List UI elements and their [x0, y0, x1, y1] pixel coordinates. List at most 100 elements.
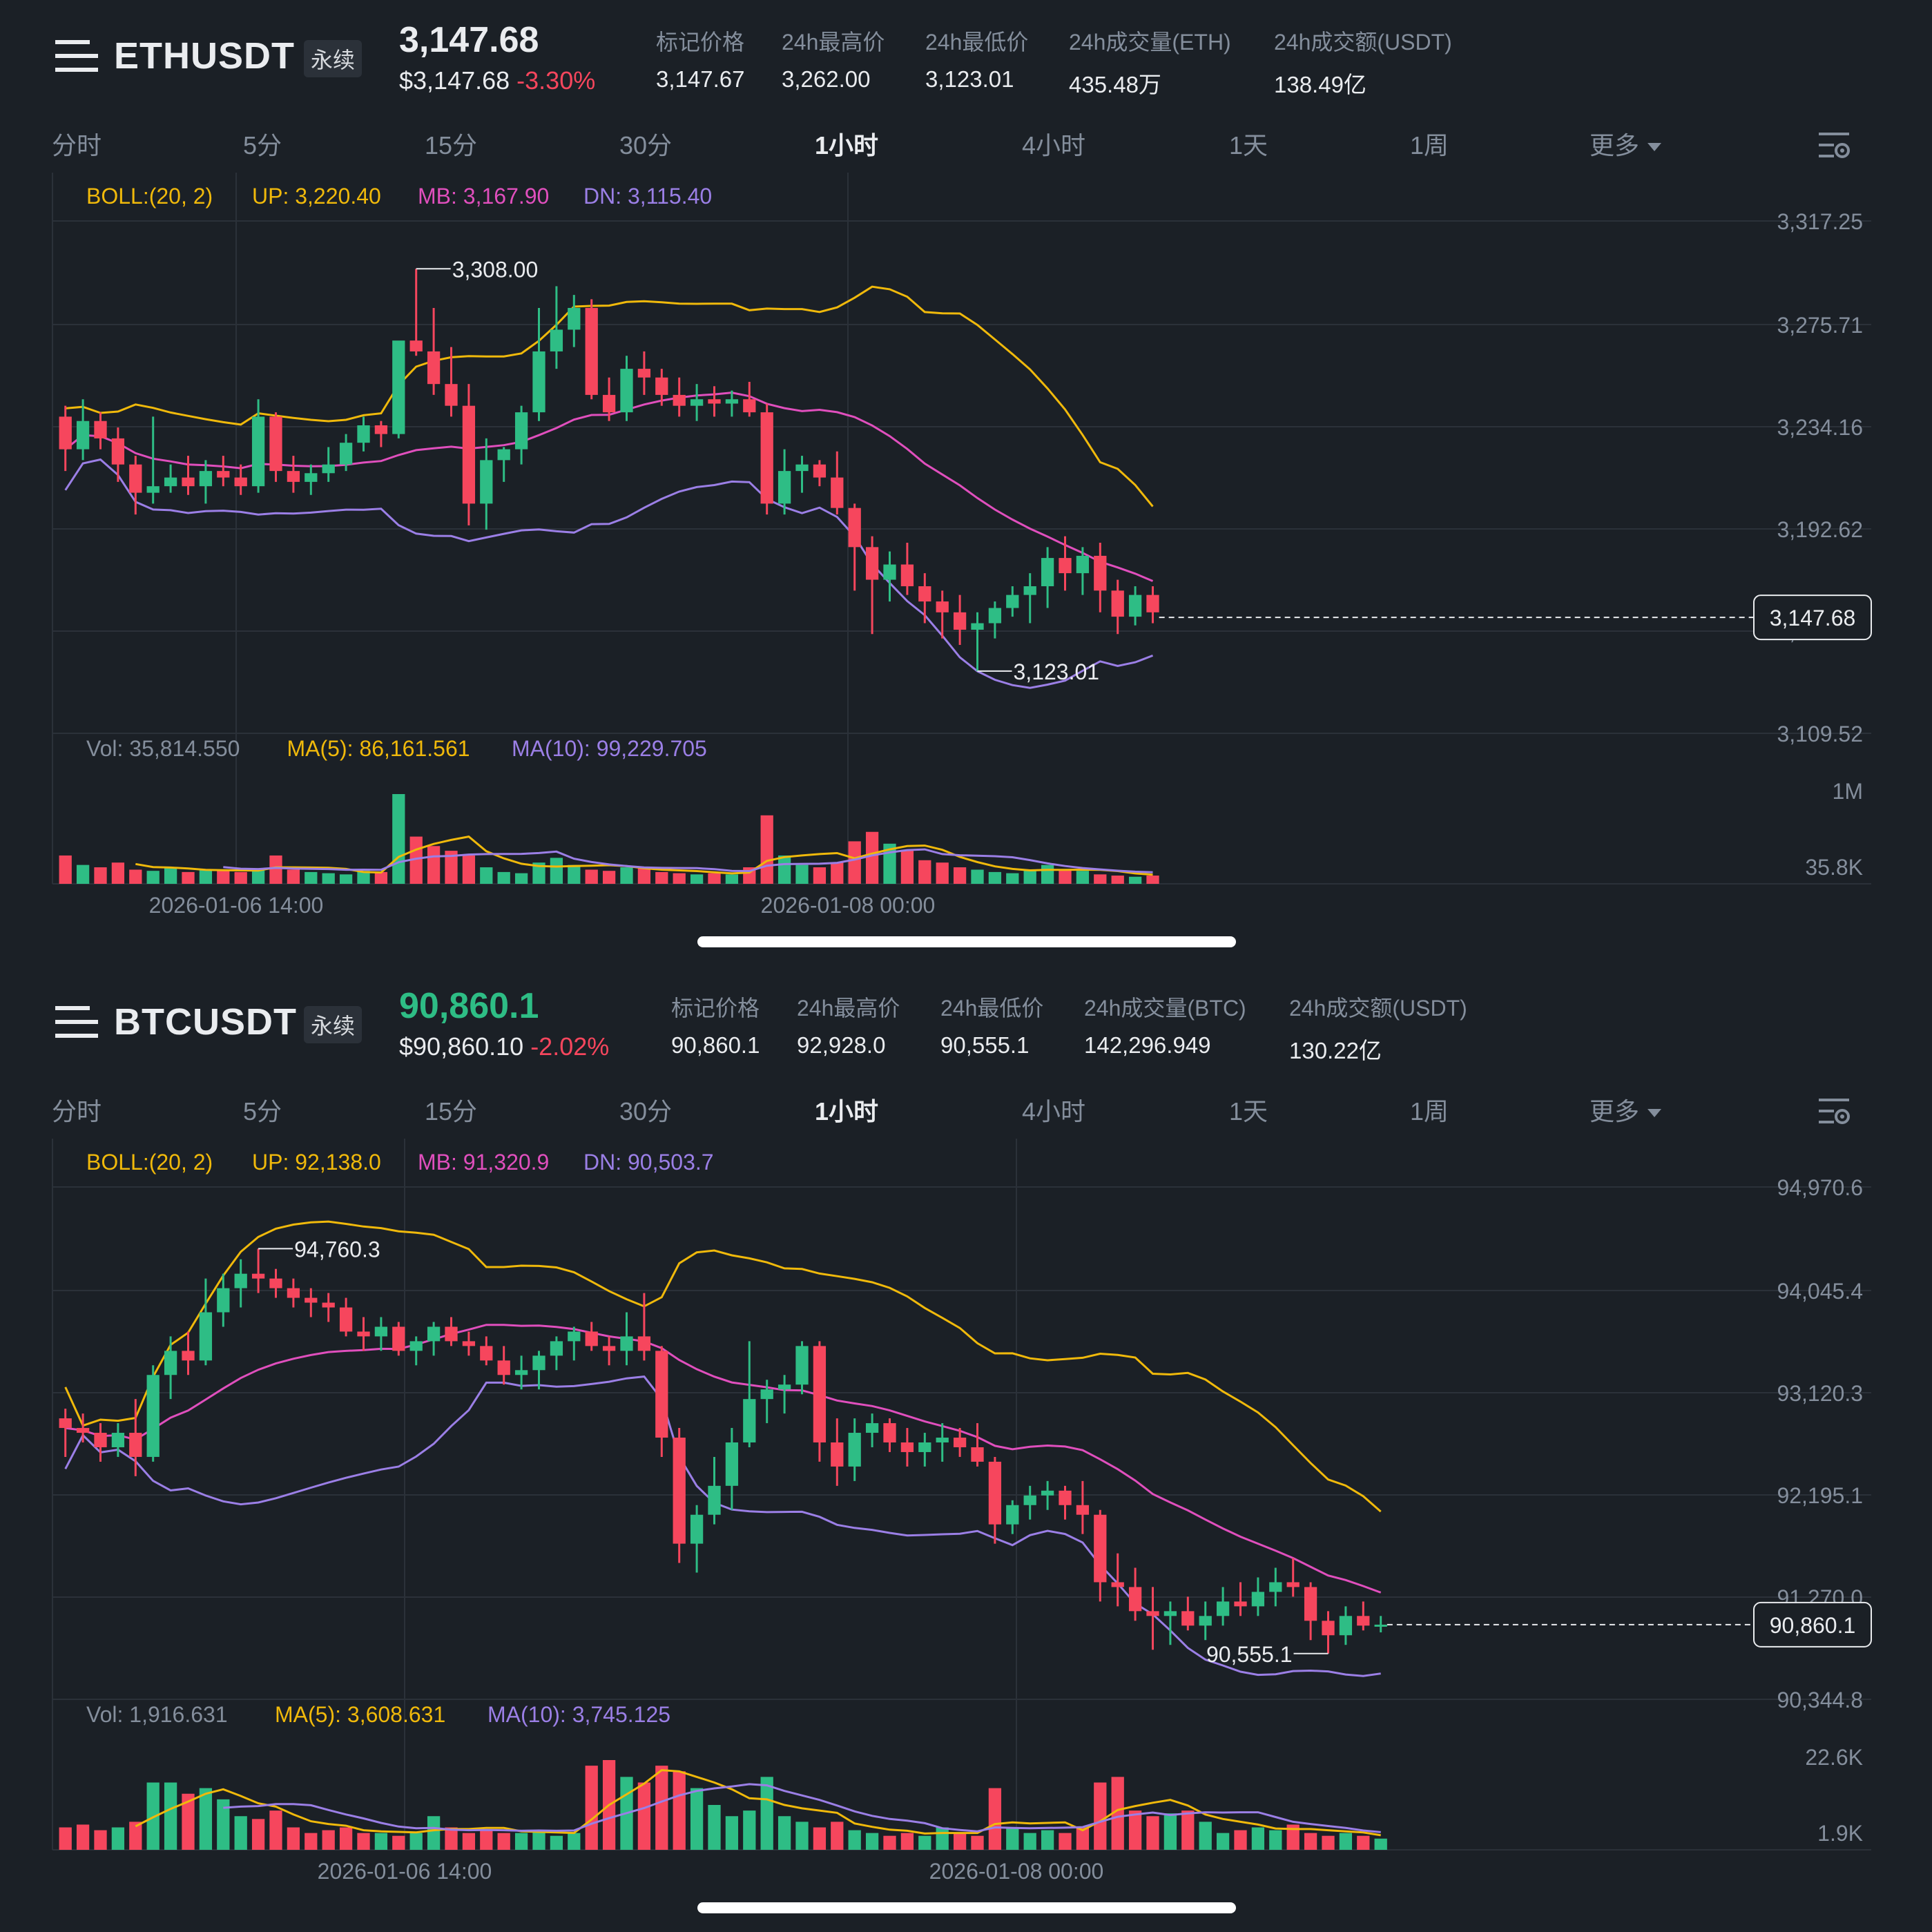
- volume-bar: [445, 851, 458, 884]
- volume-bar: [1146, 1816, 1159, 1850]
- volume-bar: [1006, 873, 1019, 884]
- tab-1d[interactable]: 1天: [1229, 131, 1268, 160]
- tab-time-sharing[interactable]: 分时: [52, 1097, 102, 1126]
- candle-body: [1006, 1505, 1019, 1525]
- volume-bar: [602, 871, 616, 884]
- candle-body: [568, 307, 581, 330]
- symbol-name[interactable]: BTCUSDT: [114, 1001, 297, 1043]
- chart-settings-icon[interactable]: [1817, 1094, 1852, 1129]
- candle-body: [865, 547, 879, 580]
- tab-1h[interactable]: 1小时: [815, 1097, 879, 1126]
- volume-bar: [94, 1830, 107, 1850]
- volume-bar: [1094, 1782, 1107, 1850]
- usd-price: $90,860.10: [399, 1032, 524, 1061]
- candle-body: [305, 1297, 318, 1303]
- candle-body: [602, 394, 616, 413]
- current-price-box: [1753, 595, 1872, 641]
- volume-bar: [374, 871, 388, 884]
- stat-24h-low: 24h最低价 3,123.01: [925, 25, 1028, 93]
- last-price: 3,147.68: [399, 20, 539, 60]
- boll-lower-line: [64, 1375, 1381, 1677]
- candle-body: [217, 1288, 230, 1313]
- tab-15m[interactable]: 15分: [425, 131, 478, 160]
- candle-body: [918, 1442, 931, 1452]
- tab-1w[interactable]: 1周: [1410, 131, 1449, 160]
- candle-body: [1181, 1611, 1195, 1626]
- tab-time-sharing[interactable]: 分时: [52, 131, 102, 160]
- candle-body: [620, 369, 633, 413]
- volume-bar: [1076, 871, 1090, 884]
- contract-tag: 永续: [304, 40, 363, 77]
- volume-bar: [322, 873, 335, 884]
- tab-more[interactable]: 更多: [1590, 1092, 1662, 1128]
- volume-bar: [637, 868, 651, 884]
- candle-body: [59, 416, 72, 450]
- tab-more[interactable]: 更多: [1590, 126, 1662, 162]
- volume-bar: [462, 1833, 476, 1850]
- btc-kline-chart[interactable]: BOLL:(20, 2) UP: 92,138.0 MB: 91,320.9 DN: …: [0, 1139, 1892, 1884]
- volume-bar: [1339, 1833, 1353, 1850]
- candle-body: [287, 1288, 300, 1298]
- volume-bar: [568, 1833, 581, 1850]
- eth-kline-chart[interactable]: BOLL:(20, 2) UP: 3,220.40 MB: 3,167.90 DN: …: [0, 173, 1892, 918]
- volume-bar: [550, 858, 563, 884]
- candle-body: [936, 601, 949, 612]
- volume-bar: [971, 1835, 984, 1850]
- volume-bar: [777, 1816, 791, 1850]
- volume-bar: [690, 1788, 704, 1850]
- volume-bar: [357, 871, 370, 884]
- candle-body: [76, 421, 90, 450]
- volume-bar: [305, 871, 318, 884]
- tab-4h[interactable]: 4小时: [1022, 131, 1086, 160]
- y-axis-tick: 90,344.8: [1777, 1688, 1863, 1712]
- chart-settings-icon[interactable]: [1817, 128, 1852, 163]
- volume-bar: [655, 1766, 668, 1850]
- tab-5m[interactable]: 5分: [243, 131, 282, 160]
- tab-1h[interactable]: 1小时: [815, 131, 879, 160]
- stat-value: 138.49亿: [1274, 72, 1366, 97]
- volume-bar: [480, 867, 493, 884]
- candle-body: [1251, 1592, 1265, 1607]
- candle-body: [59, 1418, 72, 1429]
- boll-middle-line: [65, 1324, 1382, 1594]
- tab-30m[interactable]: 30分: [619, 131, 673, 160]
- chart-scrollbar[interactable]: [697, 1902, 1236, 1913]
- tab-15m[interactable]: 15分: [425, 1097, 478, 1126]
- volume-bar: [673, 1771, 686, 1850]
- candle-body: [690, 399, 704, 406]
- candle-body: [971, 623, 984, 630]
- volume-bar: [1023, 869, 1036, 884]
- candle-body: [94, 1433, 107, 1447]
- y-axis-tick: 3,109.52: [1777, 722, 1863, 746]
- tab-5m[interactable]: 5分: [243, 1097, 282, 1126]
- candle-body: [1146, 1611, 1159, 1616]
- candle-body: [936, 1438, 949, 1442]
- tab-1w[interactable]: 1周: [1410, 1097, 1449, 1126]
- menu-icon[interactable]: [55, 1005, 98, 1039]
- stat-24h-high: 24h最高价 92,928.0: [797, 991, 900, 1059]
- tab-30m[interactable]: 30分: [619, 1097, 673, 1126]
- stat-24h-high: 24h最高价 3,262.00: [782, 25, 885, 93]
- volume-bar: [217, 1799, 230, 1850]
- candle-body: [199, 1312, 213, 1361]
- candle-body: [585, 307, 598, 395]
- volume-bar: [392, 1835, 405, 1850]
- candle-body: [865, 1423, 879, 1433]
- volume-bar: [217, 871, 230, 884]
- candle-body: [497, 1360, 510, 1375]
- tab-4h[interactable]: 4小时: [1022, 1097, 1086, 1126]
- last-price: 90,860.1: [399, 986, 539, 1026]
- candle-body: [1357, 1616, 1370, 1626]
- chart-scrollbar[interactable]: [697, 936, 1236, 947]
- tab-1d[interactable]: 1天: [1229, 1097, 1268, 1126]
- menu-icon[interactable]: [55, 39, 98, 73]
- volume-bar: [1111, 876, 1124, 884]
- stat-label: 24h成交额(USDT): [1274, 30, 1452, 55]
- candle-body: [532, 1355, 545, 1371]
- volume-bar: [1111, 1777, 1124, 1850]
- volume-axis-tick: 1.9K: [1817, 1821, 1863, 1846]
- volume-bar: [848, 1830, 861, 1850]
- candle-body: [1094, 1514, 1107, 1583]
- symbol-name[interactable]: ETHUSDT: [114, 35, 295, 77]
- volume-bar: [497, 871, 510, 884]
